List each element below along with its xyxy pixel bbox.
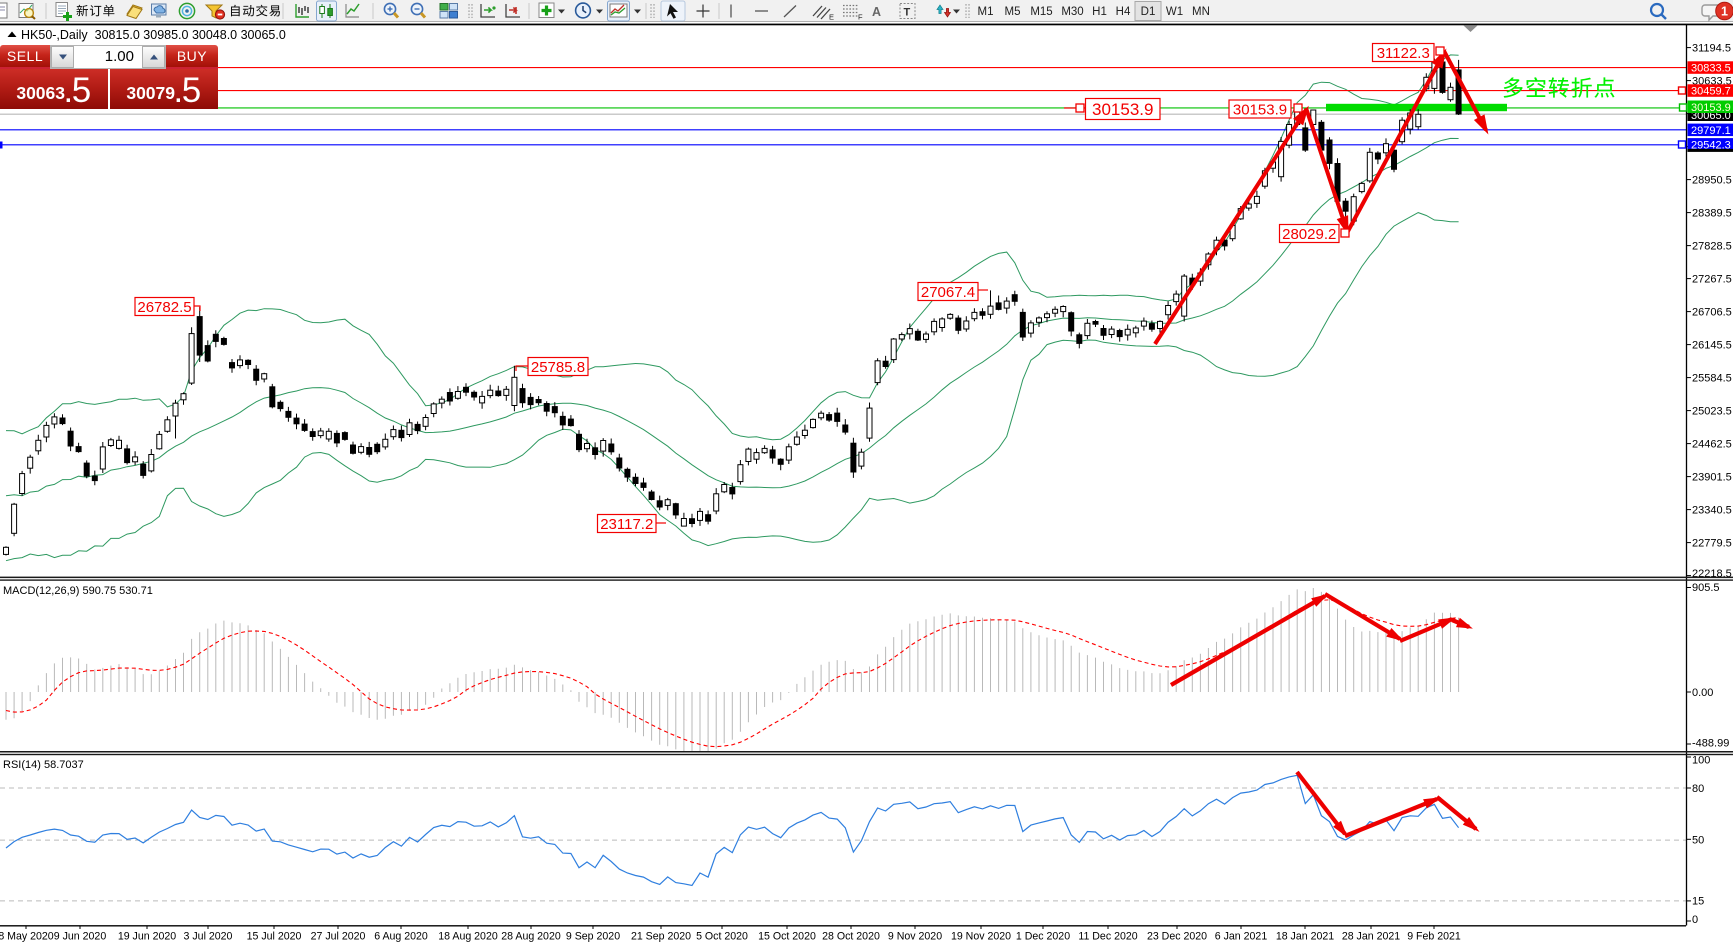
svg-text:30153.9: 30153.9 <box>1233 101 1287 118</box>
svg-text:26145.5: 26145.5 <box>1692 340 1732 352</box>
svg-text:15: 15 <box>1692 896 1704 908</box>
svg-text:MN: MN <box>1192 6 1210 18</box>
svg-text:100: 100 <box>1692 755 1710 767</box>
svg-text:H1: H1 <box>1092 6 1107 18</box>
svg-text:6 Jan 2021: 6 Jan 2021 <box>1215 931 1268 943</box>
svg-text:3 Jul 2020: 3 Jul 2020 <box>184 931 233 943</box>
svg-text:905.5: 905.5 <box>1692 582 1720 594</box>
svg-text:F: F <box>858 13 863 22</box>
svg-text:H4: H4 <box>1116 6 1131 18</box>
svg-text:23117.2: 23117.2 <box>600 516 653 533</box>
svg-text:0.00: 0.00 <box>1692 687 1713 699</box>
svg-text:29542.3: 29542.3 <box>1691 139 1731 151</box>
svg-text:6 Aug 2020: 6 Aug 2020 <box>374 931 428 943</box>
svg-text:A: A <box>872 5 881 19</box>
svg-text:80: 80 <box>1692 783 1704 795</box>
svg-text:22779.5: 22779.5 <box>1692 538 1732 550</box>
svg-text:30153.9: 30153.9 <box>1691 102 1731 114</box>
svg-text:19 Nov 2020: 19 Nov 2020 <box>951 931 1011 943</box>
svg-text:M5: M5 <box>1005 6 1021 18</box>
svg-text:28 Oct 2020: 28 Oct 2020 <box>822 931 880 943</box>
svg-text:21 Sep 2020: 21 Sep 2020 <box>631 931 691 943</box>
svg-text:30833.5: 30833.5 <box>1691 63 1731 75</box>
svg-text:HK50-,Daily 30815.0 30985.0 3: HK50-,Daily 30815.0 30985.0 30048.0 3006… <box>21 28 286 42</box>
svg-text:-488.99: -488.99 <box>1692 738 1729 750</box>
svg-text:25785.8: 25785.8 <box>531 359 585 376</box>
svg-text:1 Dec 2020: 1 Dec 2020 <box>1016 931 1070 943</box>
svg-text:9 Nov 2020: 9 Nov 2020 <box>888 931 942 943</box>
svg-text:30153.9: 30153.9 <box>1092 100 1153 119</box>
svg-text:26706.5: 26706.5 <box>1692 307 1732 319</box>
svg-text:E: E <box>829 13 834 22</box>
svg-text:23 Dec 2020: 23 Dec 2020 <box>1147 931 1207 943</box>
svg-text:M30: M30 <box>1061 6 1083 18</box>
svg-text:27 Jul 2020: 27 Jul 2020 <box>311 931 366 943</box>
svg-text:31194.5: 31194.5 <box>1692 43 1731 55</box>
svg-text:23901.5: 23901.5 <box>1692 472 1732 484</box>
svg-text:T: T <box>904 7 911 19</box>
svg-text:18 Aug 2020: 18 Aug 2020 <box>438 931 498 943</box>
svg-text:25023.5: 25023.5 <box>1692 406 1732 418</box>
svg-text:30459.7: 30459.7 <box>1691 86 1731 98</box>
svg-text:28389.5: 28389.5 <box>1692 208 1732 220</box>
svg-text:5 Oct 2020: 5 Oct 2020 <box>696 931 748 943</box>
svg-text:24462.5: 24462.5 <box>1692 439 1732 451</box>
svg-text:8 May 2020: 8 May 2020 <box>0 931 54 943</box>
svg-text:RSI(14) 58.7037: RSI(14) 58.7037 <box>3 759 84 771</box>
svg-text:W1: W1 <box>1166 6 1183 18</box>
svg-text:D1: D1 <box>1141 6 1156 18</box>
svg-text:28950.5: 28950.5 <box>1692 175 1732 187</box>
svg-text:26782.5: 26782.5 <box>137 299 191 316</box>
svg-text:31122.3: 31122.3 <box>1377 45 1430 62</box>
svg-text:9 Sep 2020: 9 Sep 2020 <box>566 931 620 943</box>
svg-text:9 Feb 2021: 9 Feb 2021 <box>1407 931 1461 943</box>
svg-text:M15: M15 <box>1030 6 1052 18</box>
svg-text:MACD(12,26,9) 590.75 530.71: MACD(12,26,9) 590.75 530.71 <box>3 585 153 597</box>
svg-text:28029.2: 28029.2 <box>1282 226 1336 243</box>
svg-text:15 Jul 2020: 15 Jul 2020 <box>247 931 302 943</box>
svg-text:9 Jun 2020: 9 Jun 2020 <box>54 931 107 943</box>
svg-text:M1: M1 <box>978 6 994 18</box>
svg-text:22218.5: 22218.5 <box>1692 568 1732 580</box>
svg-text:18 Jan 2021: 18 Jan 2021 <box>1276 931 1334 943</box>
svg-text:15 Oct 2020: 15 Oct 2020 <box>758 931 816 943</box>
svg-text:0: 0 <box>1692 914 1698 926</box>
svg-text:27267.5: 27267.5 <box>1692 274 1732 286</box>
svg-text:27828.5: 27828.5 <box>1692 241 1732 253</box>
svg-text:23340.5: 23340.5 <box>1692 505 1732 517</box>
svg-text:1: 1 <box>1721 4 1728 18</box>
svg-text:19 Jun 2020: 19 Jun 2020 <box>118 931 176 943</box>
svg-text:28 Jan 2021: 28 Jan 2021 <box>1342 931 1400 943</box>
svg-text:29797.1: 29797.1 <box>1691 125 1731 137</box>
svg-text:50: 50 <box>1692 834 1704 846</box>
svg-text:11 Dec 2020: 11 Dec 2020 <box>1078 931 1137 943</box>
svg-text:28 Aug 2020: 28 Aug 2020 <box>501 931 561 943</box>
svg-text:25584.5: 25584.5 <box>1692 373 1732 385</box>
svg-text:27067.4: 27067.4 <box>921 284 975 301</box>
